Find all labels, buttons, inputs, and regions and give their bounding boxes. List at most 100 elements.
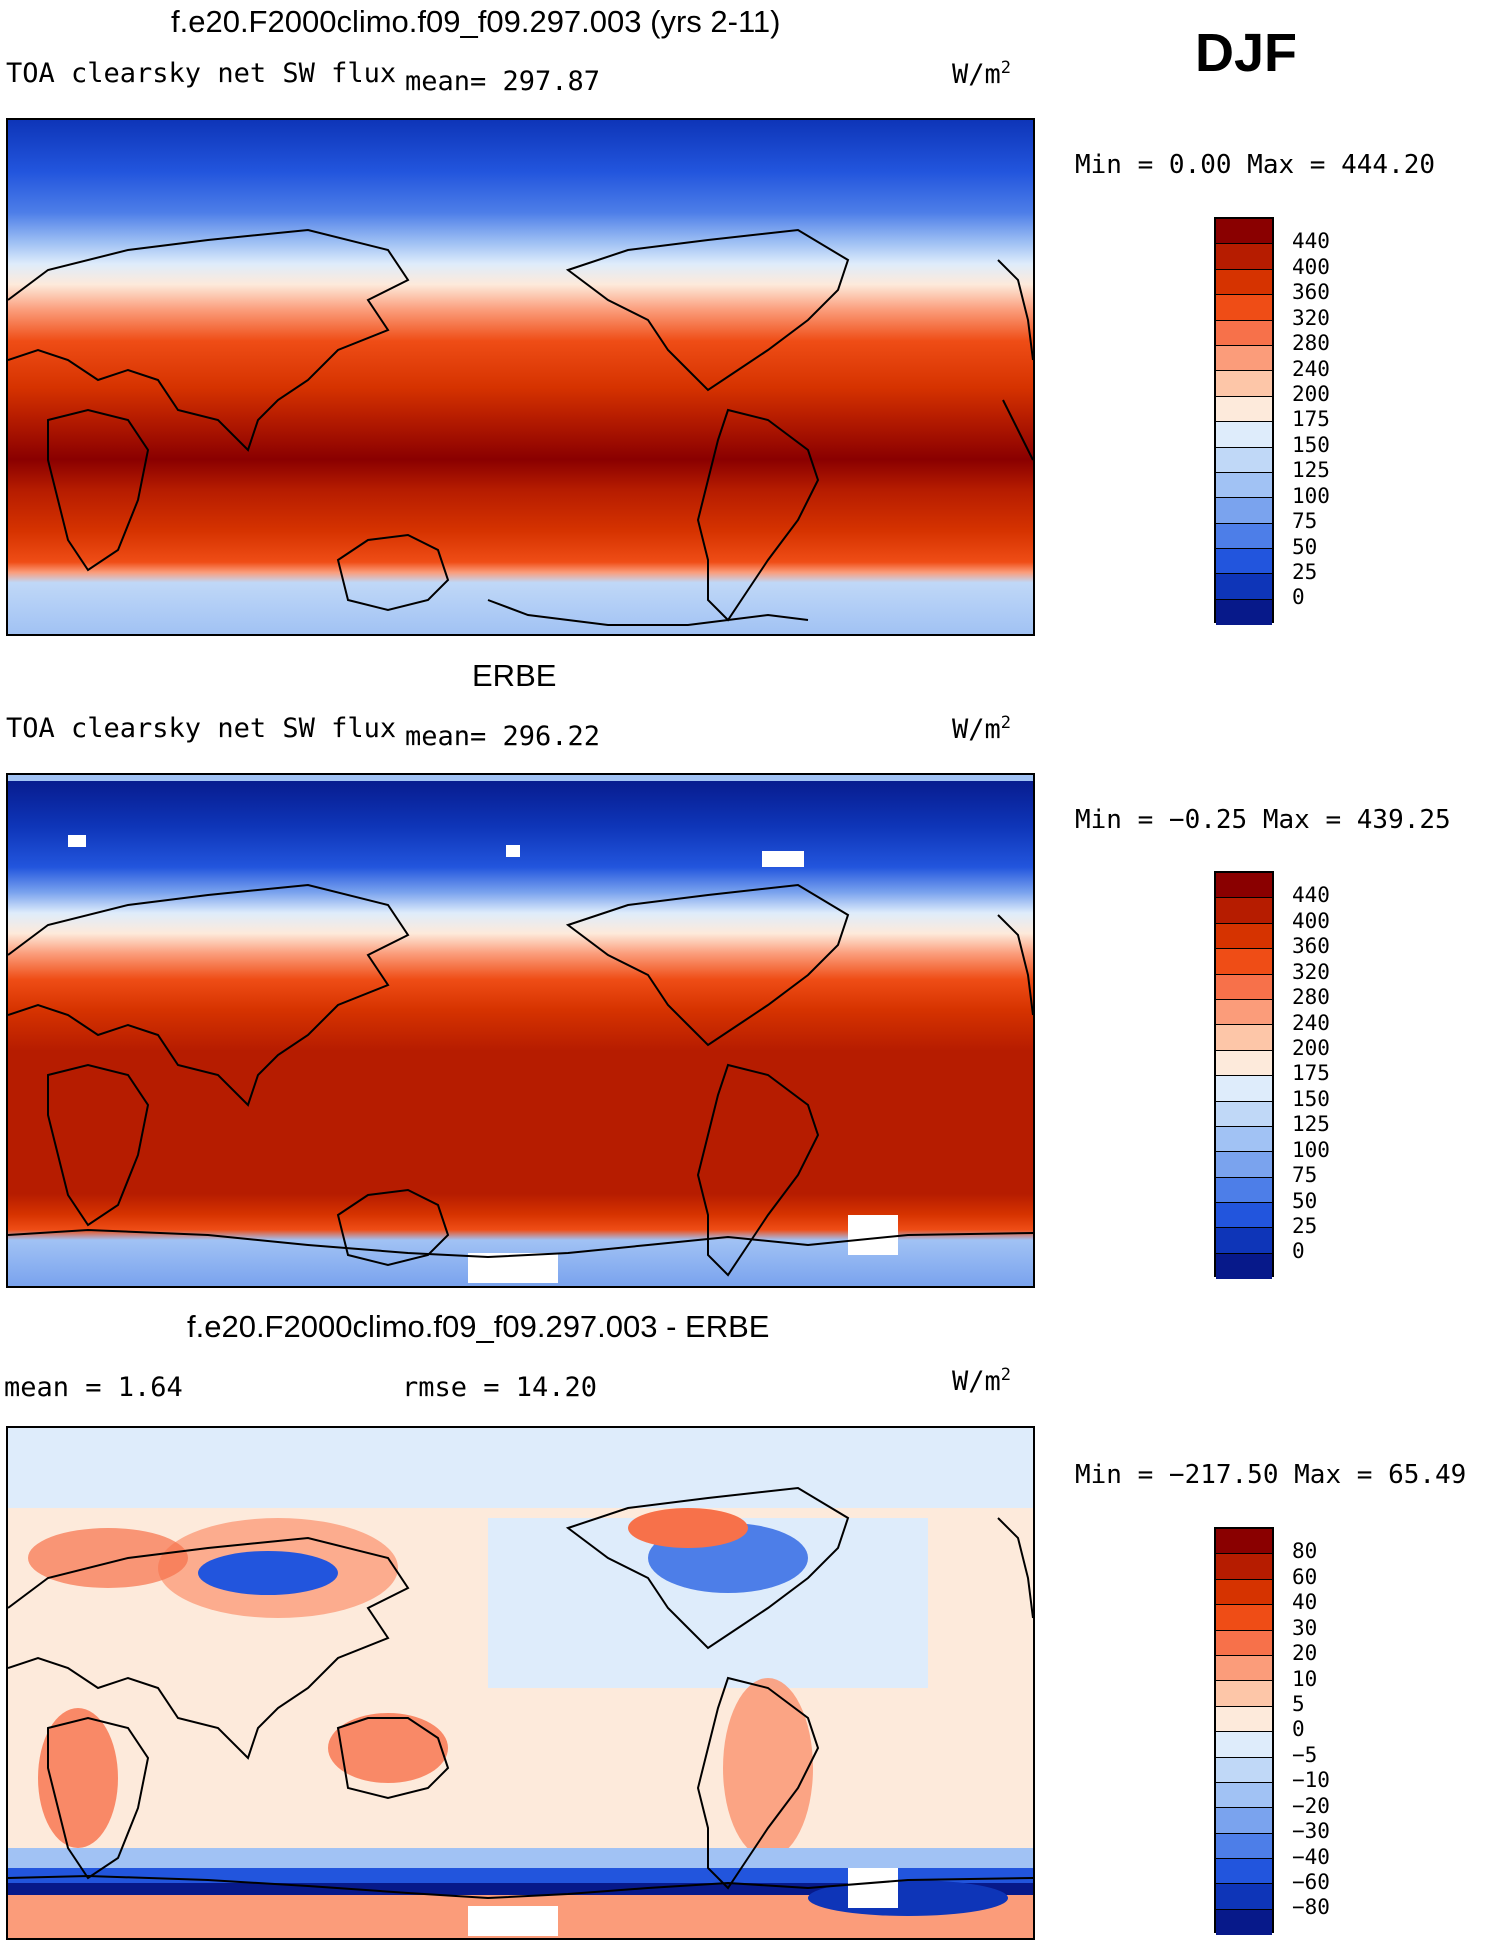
- colorbar-label: 320: [1292, 960, 1330, 984]
- colorbar-label: 20: [1292, 1641, 1318, 1665]
- colorbar-label: 30: [1292, 1616, 1318, 1640]
- colorbar-swatch: [1216, 396, 1272, 423]
- panel-3-mean: mean = 1.64: [4, 1372, 183, 1403]
- colorbar-swatch: [1216, 1808, 1272, 1834]
- panel-2-variable: TOA clearsky net SW flux: [6, 713, 397, 744]
- colorbar-swatch: [1216, 999, 1272, 1026]
- colorbar-label: 240: [1292, 1011, 1330, 1035]
- colorbar-label: 25: [1292, 560, 1318, 584]
- colorbar-label: 75: [1292, 1163, 1318, 1187]
- colorbar-label: 125: [1292, 458, 1330, 482]
- colorbar-label: 200: [1292, 1036, 1330, 1060]
- panel-2-field: [8, 775, 1033, 1286]
- colorbar-label: 0: [1292, 1239, 1305, 1263]
- panel-2-map: [6, 773, 1035, 1288]
- colorbar-swatch: [1216, 447, 1272, 473]
- colorbar-label: −10: [1292, 1768, 1330, 1792]
- colorbar-swatch: [1216, 1859, 1272, 1885]
- missing-data-patch: [506, 845, 520, 857]
- colorbar-label: 280: [1292, 985, 1330, 1009]
- panel-3-minmax: Min = −217.50 Max = 65.49: [1075, 1460, 1467, 1490]
- colorbar-swatch: [1216, 1757, 1272, 1783]
- panel-2-mean: mean= 296.22: [405, 721, 601, 752]
- colorbar-swatch: [1216, 244, 1272, 270]
- colorbar-swatch: [1216, 1782, 1272, 1809]
- colorbar-label: 10: [1292, 1667, 1318, 1691]
- colorbar-swatch: [1216, 549, 1272, 575]
- colorbar-swatch: [1216, 923, 1272, 950]
- missing-data-patch: [848, 1868, 898, 1908]
- colorbar-swatch: [1216, 320, 1272, 346]
- colorbar-label: 0: [1292, 585, 1305, 609]
- colorbar-label: −20: [1292, 1794, 1330, 1818]
- colorbar-swatch: [1216, 345, 1272, 372]
- panel-1-title: f.e20.F2000climo.f09_f09.297.003 (yrs 2-…: [171, 4, 781, 39]
- colorbar-swatch: [1216, 574, 1272, 600]
- colorbar-swatch: [1216, 498, 1272, 524]
- colorbar-label: 360: [1292, 934, 1330, 958]
- colorbar-label: 50: [1292, 535, 1318, 559]
- colorbar-swatch: [1216, 523, 1272, 550]
- colorbar-label: 175: [1292, 407, 1330, 431]
- colorbar-label: −80: [1292, 1895, 1330, 1919]
- colorbar-swatch: [1216, 1732, 1272, 1758]
- colorbar-swatch: [1216, 1253, 1272, 1280]
- colorbar-swatch: [1216, 1884, 1272, 1910]
- colorbar-label: 60: [1292, 1565, 1318, 1589]
- colorbar-label: 440: [1292, 883, 1330, 907]
- colorbar-swatch: [1216, 974, 1272, 1000]
- colorbar-label: 400: [1292, 909, 1330, 933]
- panel-1-variable: TOA clearsky net SW flux: [6, 58, 397, 89]
- panel-2-units: W/m2: [952, 713, 1012, 745]
- colorbar-label: 5: [1292, 1692, 1305, 1716]
- colorbar-swatch: [1216, 1203, 1272, 1229]
- colorbar-swatch: [1216, 1025, 1272, 1051]
- panel-1-coastlines: [8, 228, 1033, 626]
- colorbar-swatch: [1216, 1655, 1272, 1682]
- panel-1-units: W/m2: [952, 58, 1012, 90]
- missing-data-patch: [848, 1215, 898, 1255]
- colorbar-label: 100: [1292, 484, 1330, 508]
- panel-2-minmax: Min = −0.25 Max = 439.25: [1075, 805, 1451, 835]
- colorbar-swatch: [1216, 599, 1272, 626]
- colorbar-swatch: [1216, 1228, 1272, 1254]
- colorbar-swatch: [1216, 1554, 1272, 1580]
- missing-data-patch: [68, 835, 86, 847]
- panel-1-map: [6, 118, 1035, 636]
- panel-1-colorbar: [1214, 217, 1274, 626]
- colorbar-label: −5: [1292, 1743, 1318, 1767]
- colorbar-swatch: [1216, 1076, 1272, 1102]
- colorbar-label: 80: [1292, 1539, 1318, 1563]
- panel-1-field: [8, 120, 1033, 634]
- panel-1-minmax: Min = 0.00 Max = 444.20: [1075, 150, 1436, 180]
- colorbar-label: 440: [1292, 229, 1330, 253]
- colorbar-swatch: [1216, 295, 1272, 321]
- colorbar-swatch: [1216, 949, 1272, 975]
- colorbar-swatch: [1216, 873, 1272, 899]
- season-label: DJF: [1195, 23, 1298, 83]
- colorbar-swatch: [1216, 1101, 1272, 1127]
- colorbar-label: −40: [1292, 1845, 1330, 1869]
- colorbar-label: 100: [1292, 1138, 1330, 1162]
- colorbar-swatch: [1216, 422, 1272, 448]
- colorbar-label: 125: [1292, 1112, 1330, 1136]
- colorbar-label: 75: [1292, 509, 1318, 533]
- panel-3-rmse: rmse = 14.20: [402, 1372, 598, 1403]
- colorbar-swatch: [1216, 1579, 1272, 1606]
- panel-3-colorbar: [1214, 1527, 1274, 1936]
- colorbar-swatch: [1216, 1909, 1272, 1936]
- colorbar-label: −60: [1292, 1870, 1330, 1894]
- colorbar-swatch: [1216, 1706, 1272, 1733]
- panel-3-title: f.e20.F2000climo.f09_f09.297.003 - ERBE: [187, 1309, 770, 1344]
- colorbar-label: 175: [1292, 1061, 1330, 1085]
- colorbar-swatch: [1216, 371, 1272, 397]
- panel-2-colorbar: [1214, 871, 1274, 1280]
- panel-3-units: W/m2: [952, 1365, 1012, 1397]
- colorbar-label: 320: [1292, 306, 1330, 330]
- missing-data-patch: [468, 1253, 558, 1283]
- colorbar-swatch: [1216, 1833, 1272, 1860]
- colorbar-swatch: [1216, 1177, 1272, 1204]
- panel-3-coastlines: [8, 1486, 1033, 1900]
- colorbar-swatch: [1216, 1152, 1272, 1178]
- panel-3-map: [6, 1426, 1035, 1940]
